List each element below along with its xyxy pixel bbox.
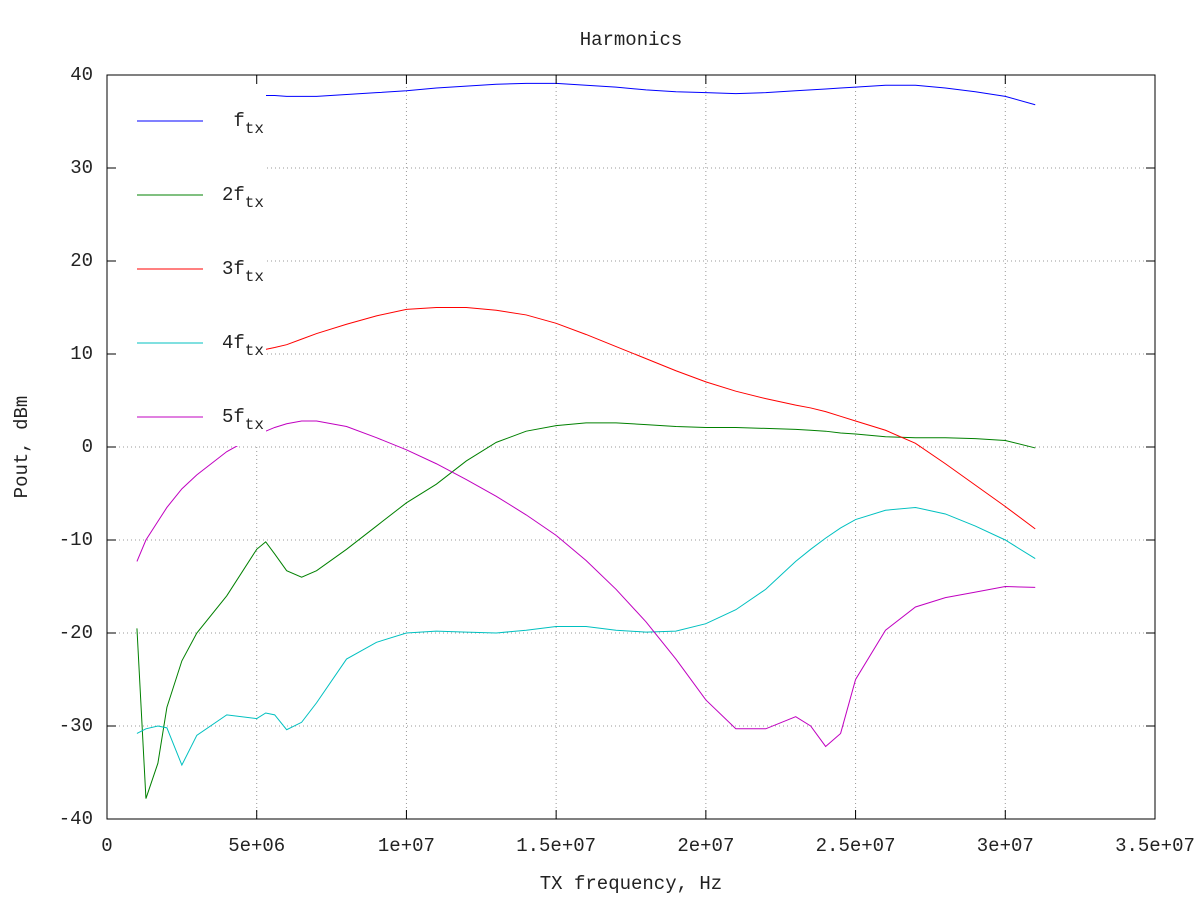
legend-label-main: 2f bbox=[222, 184, 245, 206]
legend-label-main: 5f bbox=[222, 406, 245, 428]
legend-label: ftx bbox=[233, 110, 264, 138]
legend-label-main: 3f bbox=[222, 258, 245, 280]
legend-label-sub: tx bbox=[245, 194, 264, 212]
x-tick-label: 1e+07 bbox=[378, 835, 435, 857]
x-tick-label: 2.5e+07 bbox=[816, 835, 896, 857]
y-tick-label: 10 bbox=[70, 343, 93, 365]
x-tick-label: 1.5e+07 bbox=[516, 835, 596, 857]
y-tick-label: -10 bbox=[59, 529, 93, 551]
x-tick-label: 0 bbox=[101, 835, 112, 857]
legend-label-sub: tx bbox=[245, 416, 264, 434]
legend-label: 2ftx bbox=[222, 184, 264, 212]
legend-label: 4ftx bbox=[222, 332, 264, 360]
x-tick-label: 5e+06 bbox=[228, 835, 285, 857]
chart-title: Harmonics bbox=[580, 29, 683, 51]
series-line bbox=[136, 420, 1036, 748]
x-axis-label: TX frequency, Hz bbox=[540, 873, 722, 895]
y-tick-label: -30 bbox=[59, 715, 93, 737]
legend-label: 3ftx bbox=[222, 258, 264, 286]
y-tick-label: 20 bbox=[70, 250, 93, 272]
legend-label-sub: tx bbox=[245, 120, 264, 138]
y-tick-label: 0 bbox=[82, 436, 93, 458]
x-tick-label: 3e+07 bbox=[977, 835, 1034, 857]
series-line bbox=[136, 506, 1036, 767]
y-axis-label: Pout, dBm bbox=[11, 396, 33, 499]
legend-label-sub: tx bbox=[245, 342, 264, 360]
x-tick-label: 2e+07 bbox=[677, 835, 734, 857]
y-tick-label: 40 bbox=[70, 64, 93, 86]
legend-background bbox=[108, 76, 266, 446]
y-tick-label: -40 bbox=[59, 808, 93, 830]
legend-label-main: f bbox=[233, 110, 244, 132]
legend-label: 5ftx bbox=[222, 406, 264, 434]
x-tick-label: 3.5e+07 bbox=[1115, 835, 1195, 857]
y-tick-label: -20 bbox=[59, 622, 93, 644]
legend-label-sub: tx bbox=[245, 268, 264, 286]
series-line bbox=[136, 422, 1036, 799]
y-tick-label: 30 bbox=[70, 157, 93, 179]
legend-label-main: 4f bbox=[222, 332, 245, 354]
